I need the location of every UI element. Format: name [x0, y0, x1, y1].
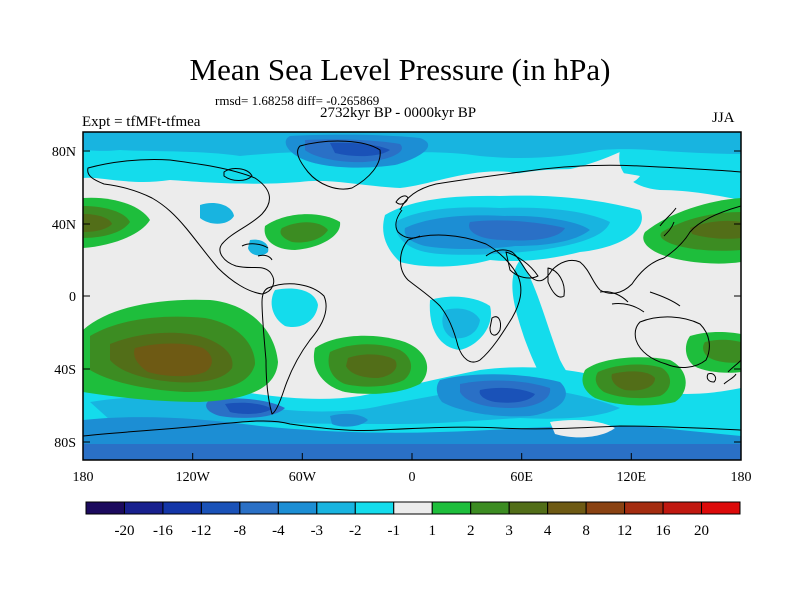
- neutral-patch: [550, 420, 615, 438]
- lon-label-60e: 60E: [510, 470, 533, 485]
- colorbar-swatch: [662, 501, 703, 515]
- colorbar-swatch: [162, 501, 202, 515]
- colorbar-swatch: [470, 501, 510, 515]
- contour-field: [83, 132, 741, 460]
- colorbar-swatch: [624, 501, 664, 515]
- lon-label-180e: 180: [731, 470, 752, 485]
- colorbar-label: -12: [191, 523, 211, 539]
- colorbar-label: 20: [694, 523, 709, 539]
- colorbar-swatch: [393, 501, 433, 515]
- lon-label-120w: 120W: [176, 470, 211, 485]
- colorbar-swatch: [431, 501, 472, 515]
- colorbar-label: 4: [544, 523, 552, 539]
- latitude-axis: 80N 40N 0 40S 80S: [52, 145, 741, 451]
- lon-label-0: 0: [409, 470, 416, 485]
- colorbar-swatch: [508, 501, 549, 515]
- colorbar-swatch: [239, 501, 279, 515]
- colorbar-label: -20: [114, 523, 134, 539]
- longitude-axis: 180 120W 60W 0 60E 120E 180: [73, 453, 752, 485]
- lat-label-40s: 40S: [54, 363, 76, 378]
- map-title: Mean Sea Level Pressure (in hPa): [189, 52, 611, 87]
- coastlines: [83, 140, 741, 437]
- colorbar: -20 -16 -12 -8 -4 -3 -2 -1 1 2 3 4 8 12 16 20: [85, 501, 741, 539]
- colorbar-swatch: [585, 501, 626, 515]
- lat-label-40n: 40N: [52, 218, 76, 233]
- colorbar-label: -2: [349, 523, 362, 539]
- lon-label-120e: 120E: [617, 470, 647, 485]
- lat-label-80n: 80N: [52, 145, 76, 160]
- colorbar-swatch: [123, 501, 164, 515]
- period-subtitle: 2732kyr BP - 0000kyr BP: [320, 105, 477, 121]
- colorbar-label: 2: [467, 523, 475, 539]
- colorbar-label: 3: [505, 523, 513, 539]
- lon-label-180w: 180: [73, 470, 94, 485]
- colorbar-label: -8: [234, 523, 247, 539]
- lon-label-60w: 60W: [289, 470, 317, 485]
- lat-label-0: 0: [69, 290, 76, 305]
- colorbar-label: 8: [582, 523, 590, 539]
- neutral-patch: [510, 169, 640, 194]
- colorbar-swatch: [354, 501, 395, 515]
- colorbar-swatch: [547, 501, 587, 515]
- colorbar-label: 16: [656, 523, 672, 539]
- colorbar-label: 12: [617, 523, 632, 539]
- colorbar-label: -3: [311, 523, 324, 539]
- colorbar-swatch: [316, 501, 356, 515]
- colorbar-swatch: [701, 501, 741, 515]
- colorbar-label: -4: [272, 523, 285, 539]
- colorbar-swatch: [200, 501, 241, 515]
- lat-label-80s: 80S: [54, 436, 76, 451]
- colorbar-swatch: [277, 501, 318, 515]
- season-label: JJA: [712, 110, 735, 126]
- positive-anomalies: [83, 197, 741, 406]
- experiment-label: Expt = tfMFt-tfmea: [82, 114, 201, 130]
- colorbar-label: 1: [428, 523, 436, 539]
- colorbar-swatch: [85, 501, 125, 515]
- colorbar-label: -16: [153, 523, 173, 539]
- stats-text: rmsd= 1.68258 diff= -0.265869: [215, 93, 380, 108]
- colorbar-label: -1: [388, 523, 401, 539]
